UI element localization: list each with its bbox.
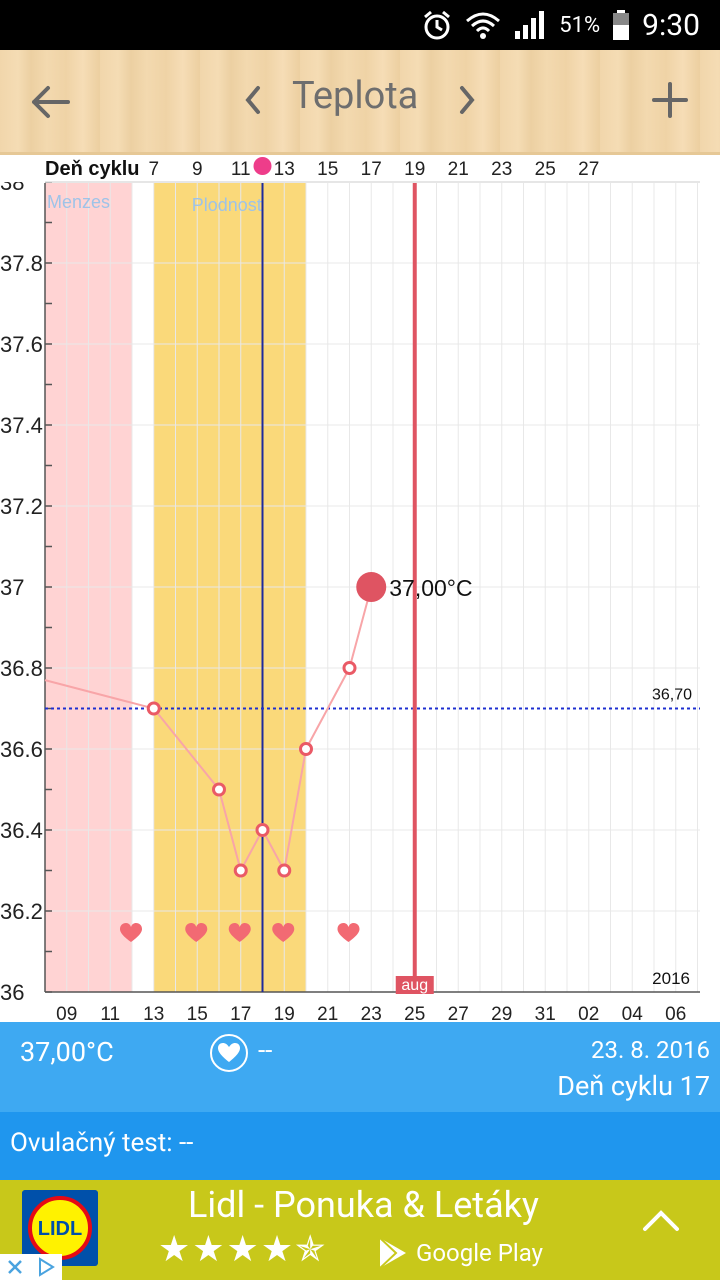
year-label: 2016 bbox=[652, 969, 690, 988]
signal-icon bbox=[515, 11, 545, 39]
y-tick-label: 36.8 bbox=[0, 656, 43, 681]
lidl-logo[interactable]: LIDL bbox=[22, 1190, 98, 1266]
temperature-point[interactable] bbox=[146, 701, 161, 716]
cycle-day: Deň cyklu 17 bbox=[557, 1070, 710, 1102]
top-tick-label: 21 bbox=[448, 159, 469, 180]
top-tick-label: 17 bbox=[361, 159, 382, 180]
y-tick-label: 36.2 bbox=[0, 899, 43, 924]
heart-icon bbox=[218, 1043, 240, 1062]
y-tick-label: 37 bbox=[0, 575, 24, 600]
bottom-tick-label: 17 bbox=[230, 1004, 251, 1022]
temperature-chart[interactable]: 38 37.8 37.6 37.4 37.2 37 36.8 36.6 36.4 36.2 36 De… bbox=[0, 155, 720, 1022]
bottom-tick-label: 31 bbox=[535, 1004, 556, 1022]
heart-icon bbox=[120, 923, 142, 942]
selected-temperature: 37,00°C bbox=[20, 1036, 114, 1068]
top-tick-label: 7 bbox=[148, 159, 159, 180]
y-tick-label: 36.6 bbox=[0, 737, 43, 762]
page-title: Teplota bbox=[292, 74, 419, 118]
top-tick-label: 15 bbox=[317, 159, 338, 180]
bottom-tick-label: 09 bbox=[56, 1004, 77, 1022]
top-axis-title: Deň cyklu bbox=[45, 158, 139, 180]
back-arrow-icon[interactable] bbox=[28, 80, 72, 124]
intercourse-toggle[interactable] bbox=[210, 1034, 248, 1072]
heart-icon bbox=[337, 923, 360, 942]
month-tag bbox=[395, 976, 434, 994]
status-icons: 51% 9:30 bbox=[421, 0, 700, 50]
y-tick-label: 37.6 bbox=[0, 332, 43, 357]
top-tick-label: 13 bbox=[274, 159, 295, 180]
top-tick-label: 27 bbox=[578, 159, 599, 180]
heart-icon bbox=[228, 923, 251, 942]
bottom-tick-label: 13 bbox=[143, 1004, 164, 1022]
wifi-icon bbox=[466, 12, 501, 39]
clock: 9:30 bbox=[642, 7, 700, 43]
top-tick-label: 9 bbox=[192, 159, 203, 180]
bottom-tick-label: 06 bbox=[665, 1004, 686, 1022]
battery-percent: 51% bbox=[559, 12, 601, 38]
bottom-tick-label: 02 bbox=[578, 1004, 599, 1022]
ad-choices[interactable] bbox=[0, 1254, 62, 1280]
fertile-label: Plodnosť bbox=[192, 195, 264, 215]
y-tick-label: 36 bbox=[0, 980, 24, 1005]
y-tick-label: 37.4 bbox=[0, 413, 43, 438]
heart-icon bbox=[272, 923, 295, 942]
bottom-tick-label: 25 bbox=[404, 1004, 425, 1022]
top-tick-label: 23 bbox=[491, 159, 512, 180]
intercourse-value: -- bbox=[258, 1036, 273, 1066]
y-tick-label: 37.8 bbox=[0, 251, 43, 276]
selected-temperature-label: 37,00°C bbox=[389, 575, 472, 601]
adchoices-icon[interactable] bbox=[36, 1257, 56, 1277]
top-tick-label: 19 bbox=[404, 159, 425, 180]
ovulation-marker bbox=[253, 157, 272, 175]
temperature-point[interactable] bbox=[299, 742, 313, 756]
store-name: Google Play bbox=[416, 1239, 543, 1267]
chevron-right-icon[interactable] bbox=[454, 82, 480, 118]
temperature-point[interactable] bbox=[212, 782, 226, 797]
ovulation-test-bar[interactable]: Ovulačný test: -- bbox=[0, 1112, 720, 1180]
baseline-label: 36,70 bbox=[652, 687, 692, 704]
chart-canvas[interactable]: 3837.837.637.437.23736.836.636.436.236De… bbox=[0, 155, 720, 1022]
rating-stars: ★★★★✯ bbox=[158, 1228, 328, 1270]
top-tick-label: 11 bbox=[231, 159, 251, 180]
month-label: aug bbox=[401, 977, 428, 994]
close-icon[interactable] bbox=[6, 1258, 24, 1276]
top-tick-label: 25 bbox=[535, 159, 556, 180]
alarm-icon bbox=[424, 10, 451, 40]
app-bar: Teplota bbox=[0, 50, 720, 155]
bottom-tick-label: 15 bbox=[187, 1004, 208, 1022]
y-tick-label: 36.4 bbox=[0, 818, 43, 843]
add-icon[interactable] bbox=[650, 80, 690, 120]
bottom-tick-label: 27 bbox=[448, 1004, 469, 1022]
bottom-tick-label: 19 bbox=[274, 1004, 295, 1022]
bottom-tick-label: 11 bbox=[100, 1004, 120, 1022]
ad-title[interactable]: Lidl - Ponuka & Letáky bbox=[188, 1184, 539, 1226]
selected-temperature-point[interactable] bbox=[356, 572, 387, 602]
heart-icon bbox=[185, 923, 208, 942]
play-store-icon bbox=[379, 1237, 406, 1269]
battery-icon bbox=[613, 10, 630, 40]
temperature-point[interactable] bbox=[342, 661, 357, 675]
bottom-tick-label: 23 bbox=[361, 1004, 382, 1022]
bottom-tick-label: 21 bbox=[317, 1004, 338, 1022]
menses-label: Menzes bbox=[47, 192, 110, 212]
info-bar: 37,00°C -- 23. 8. 2016 Deň cyklu 17 bbox=[0, 1022, 720, 1112]
google-play-badge[interactable]: Google Play bbox=[376, 1236, 543, 1270]
temperature-point[interactable] bbox=[277, 863, 292, 878]
ovulation-test-label: Ovulačný test: -- bbox=[10, 1128, 194, 1158]
chevron-up-icon[interactable] bbox=[642, 1208, 680, 1232]
bottom-tick-label: 29 bbox=[491, 1004, 512, 1022]
ad-banner[interactable]: LIDL Lidl - Ponuka & Letáky ★★★★✯ Google… bbox=[0, 1180, 720, 1280]
chevron-left-icon[interactable] bbox=[240, 82, 266, 118]
lidl-logo-icon: LIDL bbox=[22, 1190, 98, 1266]
selected-date: 23. 8. 2016 bbox=[591, 1036, 710, 1064]
bottom-tick-label: 04 bbox=[622, 1004, 644, 1022]
top-axis-strip bbox=[0, 155, 720, 182]
temperature-point[interactable] bbox=[255, 823, 270, 837]
status-bar: 51% 9:30 bbox=[0, 0, 720, 50]
y-tick-label: 37.2 bbox=[0, 494, 43, 519]
lidl-logo-text: LIDL bbox=[38, 1218, 82, 1240]
temperature-point[interactable] bbox=[233, 863, 248, 878]
